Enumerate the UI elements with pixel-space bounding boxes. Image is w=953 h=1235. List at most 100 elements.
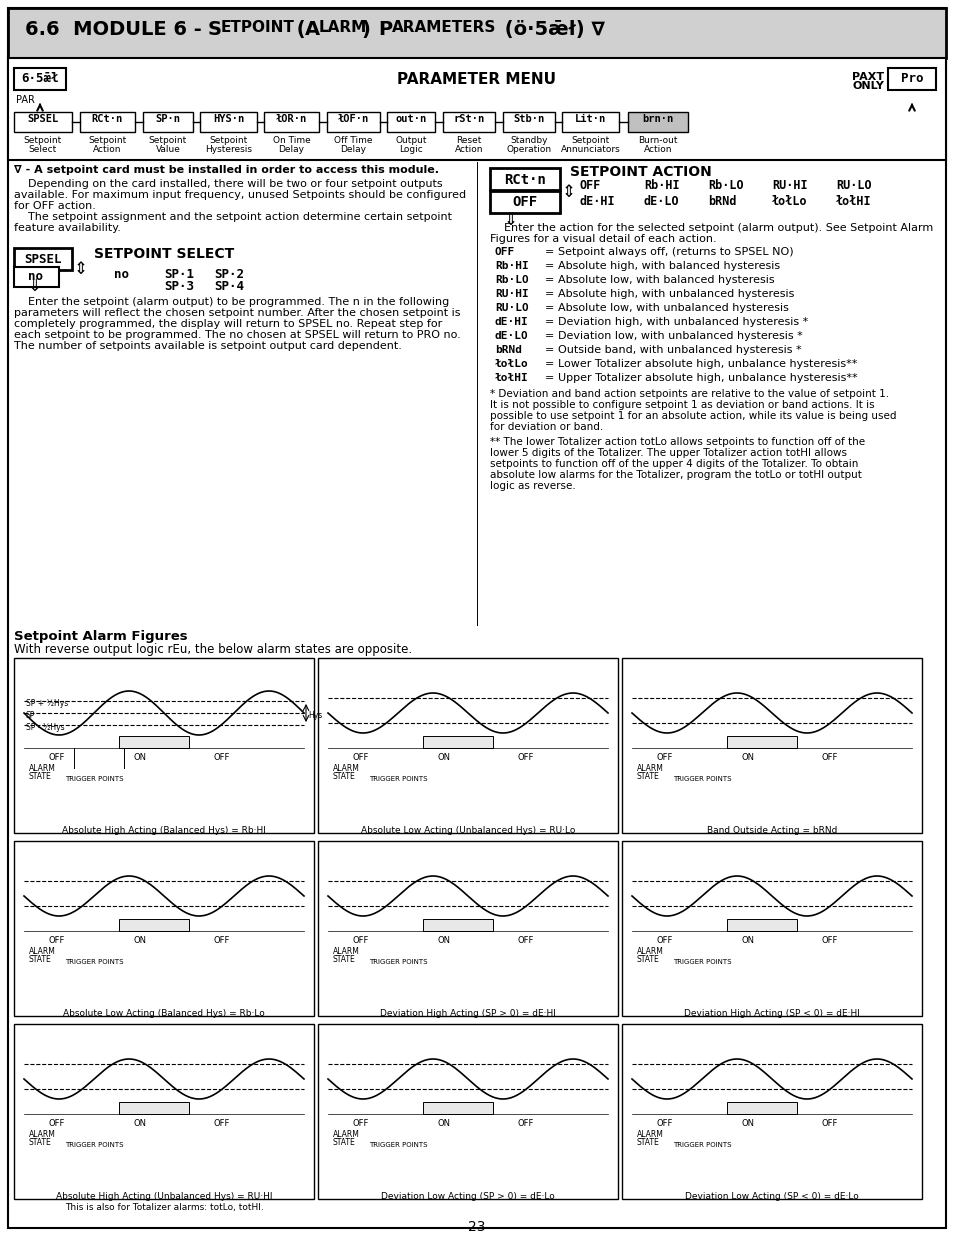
Text: Setpoint: Setpoint [89, 136, 127, 144]
Text: Setpoint: Setpoint [571, 136, 609, 144]
Text: SPSEL: SPSEL [28, 114, 58, 124]
Text: PAR: PAR [16, 95, 35, 105]
Text: Pro: Pro [900, 72, 923, 85]
Text: OFF: OFF [353, 936, 369, 945]
Text: S: S [208, 20, 222, 40]
Text: completely programmed, the display will return to SPSEL no. Repeat step for: completely programmed, the display will … [14, 319, 442, 329]
Text: PAXT: PAXT [851, 72, 883, 82]
Bar [490, 191, 559, 212]
Text: RU·HI: RU·HI [771, 179, 807, 191]
Text: Standby: Standby [510, 136, 547, 144]
Bar [621, 658, 921, 832]
Text: Delay: Delay [340, 144, 366, 154]
Text: Absolute low, with unbalanced hysteresis: Absolute low, with unbalanced hysteresis [558, 303, 788, 312]
Text: Hys: Hys [308, 711, 322, 720]
Text: OFF: OFF [579, 179, 600, 191]
Text: SPSEL: SPSEL [24, 253, 62, 266]
Text: STATE: STATE [333, 772, 355, 781]
Bar [726, 736, 796, 748]
Bar [14, 267, 59, 287]
Text: Delay: Delay [278, 144, 304, 154]
Text: OFF: OFF [213, 1119, 230, 1128]
Text: Setpoint Alarm Figures: Setpoint Alarm Figures [14, 630, 188, 643]
Text: Burn-out: Burn-out [638, 136, 677, 144]
Text: ** The lower Totalizer action totLo allows setpoints to function off of the: ** The lower Totalizer action totLo allo… [490, 437, 864, 447]
Text: STATE: STATE [29, 772, 51, 781]
Text: dE·HI: dE·HI [579, 195, 615, 207]
Text: SP·4: SP·4 [213, 280, 244, 293]
Text: OFF: OFF [495, 247, 515, 257]
Text: ALARM: ALARM [637, 764, 663, 773]
Text: Band Outside Acting = bRNd: Band Outside Acting = bRNd [706, 826, 837, 835]
Text: OFF: OFF [517, 1119, 534, 1128]
Text: Lit·n: Lit·n [575, 114, 605, 124]
Text: ON: ON [437, 753, 451, 762]
Text: ALARM: ALARM [333, 1130, 359, 1139]
Text: Stb·n: Stb·n [513, 114, 544, 124]
Text: łOF·n: łOF·n [337, 114, 369, 124]
Bar [726, 1102, 796, 1114]
Text: ON: ON [133, 1119, 147, 1128]
Text: =: = [544, 261, 554, 270]
Text: On Time: On Time [273, 136, 310, 144]
Text: łołHI: łołHI [835, 195, 871, 207]
Text: TRIGGER POINTS: TRIGGER POINTS [65, 960, 123, 965]
Text: P: P [377, 20, 392, 40]
Bar [561, 112, 618, 132]
Bar [119, 1102, 189, 1114]
Text: for OFF action.: for OFF action. [14, 201, 95, 211]
Bar [726, 919, 796, 931]
Text: Rb·HI: Rb·HI [495, 261, 528, 270]
Text: =: = [544, 275, 554, 285]
Bar [422, 1102, 493, 1114]
Bar [387, 112, 435, 132]
Text: Absolute Low Acting (Unbalanced Hys) = RU·Lo: Absolute Low Acting (Unbalanced Hys) = R… [360, 826, 575, 835]
Text: ARAMETERS: ARAMETERS [392, 20, 496, 35]
Text: STATE: STATE [637, 1137, 659, 1147]
Bar [143, 112, 193, 132]
Text: 23: 23 [468, 1220, 485, 1234]
Bar [80, 112, 135, 132]
Text: ON: ON [741, 753, 754, 762]
Text: STATE: STATE [29, 1137, 51, 1147]
Bar [14, 1024, 314, 1199]
Text: ⇓: ⇓ [28, 277, 42, 295]
Bar [14, 841, 314, 1016]
Text: TRIGGER POINTS: TRIGGER POINTS [369, 960, 427, 965]
Text: STATE: STATE [29, 955, 51, 965]
Text: (ö·5ǣł) ∇: (ö·5ǣł) ∇ [497, 20, 604, 40]
Bar [422, 919, 493, 931]
Text: OFF: OFF [213, 753, 230, 762]
Text: A: A [305, 20, 320, 40]
Text: RU·LO: RU·LO [835, 179, 871, 191]
Text: OFF: OFF [512, 195, 537, 209]
Text: This is also for Totalizer alarms: totLo, totHI.: This is also for Totalizer alarms: totLo… [65, 1203, 263, 1212]
Text: Absolute low, with balanced hysteresis: Absolute low, with balanced hysteresis [558, 275, 774, 285]
Text: Absolute High Acting (Unbalanced Hys) = RU·HI: Absolute High Acting (Unbalanced Hys) = … [55, 1192, 272, 1200]
Text: Enter the action for the selected setpoint (alarm output). See Setpoint Alarm: Enter the action for the selected setpoi… [490, 224, 932, 233]
Text: Action: Action [93, 144, 122, 154]
Text: Off Time: Off Time [334, 136, 373, 144]
Text: The setpoint assignment and the setpoint action determine certain setpoint: The setpoint assignment and the setpoint… [14, 212, 452, 222]
Text: Rb·LO: Rb·LO [495, 275, 528, 285]
Text: Lower Totalizer absolute high, unbalance hysteresis**: Lower Totalizer absolute high, unbalance… [558, 359, 857, 369]
Text: dE·HI: dE·HI [495, 317, 528, 327]
Text: lower 5 digits of the Totalizer. The upper Totalizer action totHI allows: lower 5 digits of the Totalizer. The upp… [490, 448, 846, 458]
Bar [200, 112, 256, 132]
Text: (: ( [290, 20, 305, 40]
Text: RCt·n: RCt·n [503, 173, 545, 186]
Text: OFF: OFF [657, 753, 673, 762]
Text: OFF: OFF [821, 753, 838, 762]
Text: =: = [544, 317, 554, 327]
Bar [422, 736, 493, 748]
Text: logic as reverse.: logic as reverse. [490, 480, 576, 492]
Text: dE·LO: dE·LO [495, 331, 528, 341]
Text: ALARM: ALARM [637, 947, 663, 956]
Text: STATE: STATE [333, 1137, 355, 1147]
Text: OFF: OFF [49, 753, 66, 762]
Text: TRIGGER POINTS: TRIGGER POINTS [672, 960, 731, 965]
Text: SP·1: SP·1 [164, 268, 193, 282]
Text: Hysteresis: Hysteresis [205, 144, 252, 154]
Text: ON: ON [741, 1119, 754, 1128]
Text: bRNd: bRNd [707, 195, 736, 207]
